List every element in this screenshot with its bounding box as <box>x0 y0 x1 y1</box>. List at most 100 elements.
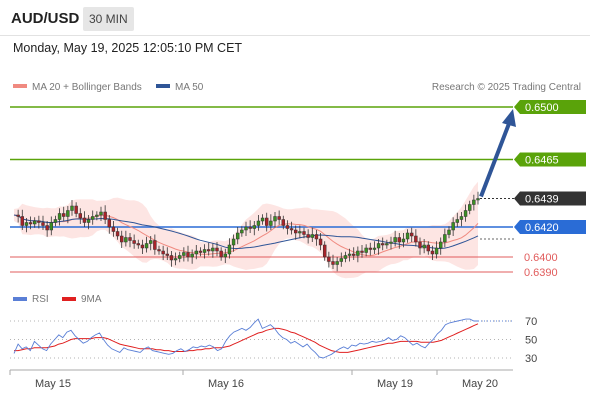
candle-body <box>140 244 145 249</box>
candle-body <box>401 238 406 243</box>
ma50-legend-swatch <box>156 84 170 88</box>
candle-body <box>99 211 103 216</box>
rsi-ma-legend-swatch <box>62 297 76 301</box>
candle-body <box>260 217 265 222</box>
candle-body <box>165 253 169 256</box>
candle-body <box>459 216 464 220</box>
candle-body <box>66 210 70 217</box>
candle-body <box>455 219 459 223</box>
candle-body <box>136 243 140 246</box>
candle-body <box>451 222 455 231</box>
candle-body <box>352 253 356 256</box>
candle-body <box>178 255 182 259</box>
candle-body <box>422 244 426 249</box>
x-tick-label: May 16 <box>208 378 244 390</box>
candle-body <box>190 253 194 258</box>
candle-body <box>124 237 128 243</box>
rsi-tick-label: 70 <box>525 316 537 328</box>
candle-body <box>430 250 435 255</box>
candle-body <box>265 217 269 226</box>
price-tag-0.6500: 0.6500 <box>514 100 586 114</box>
candle-body <box>198 250 203 253</box>
price-tag-bg <box>514 220 586 234</box>
credit-label: Research © 2025 Trading Central <box>432 82 581 93</box>
candle-body <box>33 220 37 225</box>
candle-body <box>468 204 472 211</box>
candle-body <box>381 243 385 246</box>
candle-body <box>364 247 368 253</box>
candle-body <box>149 240 153 244</box>
rsi-tick-label: 50 <box>525 335 537 347</box>
price-tag-bg <box>514 191 586 206</box>
price-tag-text: 0.6420 <box>525 222 559 234</box>
projection-arrow <box>479 109 516 198</box>
candle-body <box>393 237 397 243</box>
level-lines <box>10 106 514 273</box>
candle-body <box>418 241 422 249</box>
candle-body <box>103 211 107 220</box>
candle-body <box>302 231 306 235</box>
candle-body <box>310 234 314 238</box>
candle-body <box>45 225 49 231</box>
candle-body <box>368 247 372 250</box>
candle-body <box>343 255 348 259</box>
candle-body <box>347 253 352 256</box>
x-tick-label: May 20 <box>462 378 498 390</box>
candle-body <box>476 198 480 201</box>
price-label-0.6400: 0.6400 <box>524 252 558 264</box>
candle-body <box>194 250 198 255</box>
rsi-tick-label: 30 <box>525 353 537 365</box>
candle-body <box>335 261 339 265</box>
candle-body <box>49 222 53 231</box>
x-tick-label: May 19 <box>377 378 413 390</box>
candle-body <box>182 252 186 256</box>
candle-body <box>132 240 136 244</box>
candle-body <box>24 222 29 226</box>
candle-body <box>244 226 248 231</box>
candle-body <box>82 217 87 223</box>
candle-body <box>211 247 215 252</box>
candle-body <box>227 244 232 255</box>
candle-body <box>169 255 174 261</box>
candle-body <box>248 226 252 229</box>
candle-body <box>405 232 410 240</box>
candle-body <box>447 229 451 235</box>
header-divider <box>0 35 590 36</box>
projection-arrow-shaft <box>479 120 512 198</box>
candle-body <box>20 216 24 226</box>
price-tag-text: 0.6500 <box>525 102 559 114</box>
candle-body <box>281 219 285 226</box>
candle-body <box>289 228 294 231</box>
price-tag-bg <box>514 152 586 167</box>
ma20-legend-label: MA 20 + Bollinger Bands <box>32 82 142 93</box>
candle-body <box>331 261 335 265</box>
price-tag-text: 0.6439 <box>525 194 559 206</box>
candle-body <box>410 232 414 237</box>
candle-body <box>397 237 401 243</box>
candle-body <box>256 220 261 226</box>
candle-body <box>356 250 360 256</box>
candle-body <box>294 229 298 234</box>
candle-body <box>376 243 381 249</box>
price-labels: 0.6500 0.6465 0.6439 0.6420 0.6400 0.6390 <box>514 100 586 279</box>
candle-body <box>70 205 74 211</box>
symbol-label: AUD/USD <box>11 10 80 27</box>
candle-body <box>236 232 240 240</box>
candle-body <box>95 214 99 217</box>
candle-body <box>285 225 290 229</box>
candle-body <box>215 247 219 252</box>
price-tag-0.6420: 0.6420 <box>514 220 586 234</box>
candle-body <box>74 205 78 214</box>
candle-body <box>306 234 310 238</box>
rsi-legend-swatch <box>13 297 27 301</box>
rsi-line <box>13 318 478 359</box>
candle-body <box>389 241 393 244</box>
chart-header: AUD/USD 30 MIN <box>0 0 590 36</box>
candle-body <box>186 252 190 258</box>
ma50-legend-label: MA 50 <box>175 82 204 93</box>
candle-body <box>202 249 207 253</box>
interval-button[interactable]: 30 MIN <box>83 7 134 31</box>
candle-body <box>240 229 244 234</box>
x-axis: May 15 May 16 May 19 May 20 <box>9 370 498 390</box>
projection-arrow-head <box>502 109 516 127</box>
